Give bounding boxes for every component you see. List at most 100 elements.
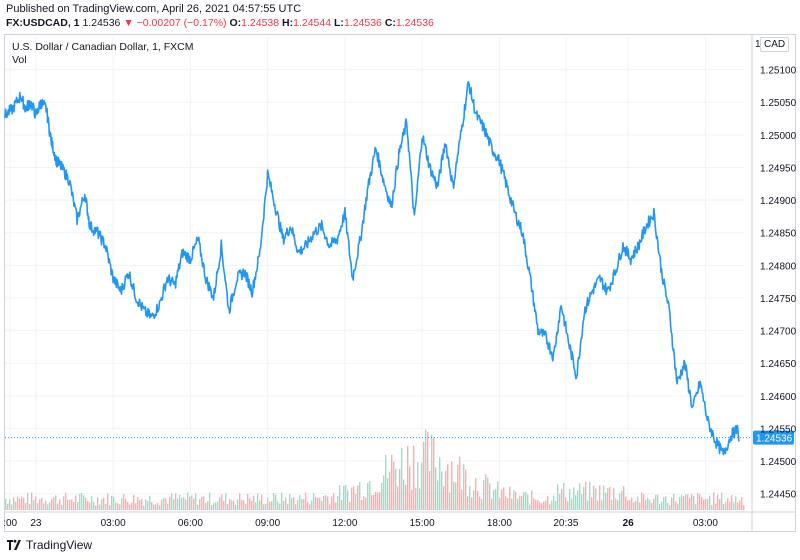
volume-bar [427,431,429,510]
volume-bar [349,502,351,510]
volume-bar [679,496,681,510]
volume-bar [233,501,235,510]
volume-bar [493,490,495,510]
volume-bar [719,499,721,510]
volume-bar [595,488,597,510]
volume-bar [317,498,319,510]
volume-bar [685,493,687,510]
volume-bar [701,497,703,510]
volume-bar [665,496,667,510]
volume-bar [323,495,325,510]
volume-label: Vol [12,54,27,66]
last-price-tag [753,430,794,445]
volume-bar [271,501,273,510]
volume-bar [223,500,225,510]
volume-bar [383,475,385,510]
volume-bar [155,504,157,510]
y-tick-label: 1.25100 [760,66,797,77]
ohlc-legend: FX:USDCAD, 1 1.24536 ▼ −0.00207 (−0.17%)… [6,17,434,29]
volume-bar [285,497,287,510]
volume-bar [705,498,707,510]
volume-bar [275,494,277,510]
volume-bar [67,499,69,510]
volume-bar [363,496,365,510]
volume-bar [55,495,57,510]
volume-bar [287,503,289,510]
volume-bar [219,497,221,510]
volume-bar [645,499,647,510]
volume-bar [83,495,85,510]
volume-bar [433,437,435,510]
volume-bar [623,486,625,510]
volume-bar [447,464,449,510]
volume-bar [683,496,685,510]
volume-bar [411,489,413,510]
high-value: 1.24544 [293,17,332,29]
volume-bar [137,497,139,510]
volume-bar [563,483,565,510]
volume-bar [471,497,473,510]
volume-bar [643,494,645,510]
volume-bar [229,498,231,510]
last-price-tag-label: 1.24536 [756,434,793,445]
x-tick-label: 15:00 [410,518,435,529]
volume-bar [653,498,655,510]
volume-bar [629,500,631,510]
volume-bar [193,498,195,510]
volume-bar [431,434,433,510]
volume-bar [537,500,539,510]
volume-bar [713,492,715,510]
volume-bar [525,492,527,510]
volume-bar [327,496,329,510]
volume-bar [615,498,617,510]
volume-bar [125,498,127,510]
volume-bar [179,494,181,510]
volume-bar [119,504,121,510]
volume-bar [507,497,509,510]
volume-bar [205,502,207,510]
volume-bar [557,484,559,510]
volume-bar [161,499,163,510]
volume-bar [167,503,169,510]
volume-bar [355,493,357,510]
volume-bar [169,496,171,510]
volume-bar [15,501,17,510]
volume-bar [641,492,643,510]
currency-button[interactable]: CAD [760,37,790,52]
volume-bar [265,503,267,510]
volume-bar [519,495,521,510]
volume-bar [625,496,627,510]
volume-bar [603,485,605,510]
volume-bar [79,493,81,510]
volume-bar [277,501,279,510]
x-tick-label: 23 [30,518,42,529]
x-tick-label: 20:35 [553,518,578,529]
volume-bar [533,498,535,510]
tradingview-brand: TradingView [26,538,93,552]
volume-bar [39,499,41,510]
volume-bar [341,500,343,510]
volume-bar [89,502,91,510]
price-line [4,81,740,456]
volume-bar [335,502,337,510]
volume-bar [585,481,587,510]
x-tick-label: 12:00 [332,518,357,529]
volume-bar [583,487,585,510]
volume-bar [481,499,483,510]
volume-bar [699,494,701,510]
tradingview-logo[interactable]: TradingView [6,538,92,552]
volume-bar [37,503,39,510]
y-tick-label: 1.24550 [760,424,797,435]
volume-bar [195,493,197,510]
volume-bar [617,500,619,510]
volume-bar [441,471,443,510]
volume-bar [59,499,61,510]
volume-bar [81,492,83,510]
volume-bar [667,503,669,510]
volume-bar [501,489,503,510]
y-tick-label: 1.24450 [760,490,797,501]
volume-bar [721,492,723,510]
volume-bar [581,494,583,510]
volume-bar [211,505,213,510]
